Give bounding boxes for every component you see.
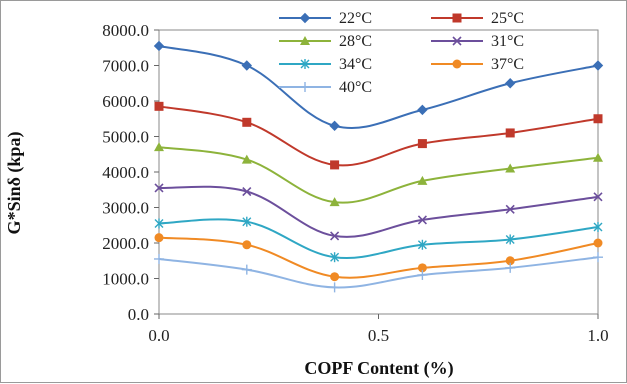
x-tick-label: 0.0	[148, 326, 169, 345]
data-point-22c	[153, 40, 165, 52]
y-tick-label: 6000.0	[102, 92, 149, 111]
data-point-40c	[593, 252, 603, 263]
data-point-25c	[505, 128, 515, 138]
series-line-37c	[158, 236, 599, 279]
y-tick-label: 1000.0	[102, 270, 149, 289]
legend-label: 31°C	[491, 33, 524, 50]
data-point-25c	[242, 117, 252, 127]
legend-marker	[452, 13, 462, 23]
legend-label: 37°C	[491, 56, 524, 73]
legend-item-34c: 34°C	[279, 56, 372, 73]
series-line-22c	[158, 44, 599, 129]
data-point-25c	[593, 114, 603, 124]
y-tick-label: 4000.0	[102, 163, 149, 182]
legend-marker	[452, 59, 462, 69]
series-line-28c	[158, 146, 599, 204]
data-point-22c	[417, 104, 428, 116]
x-axis-title: COPF Content (%)	[304, 358, 453, 379]
legend-marker	[300, 36, 310, 45]
data-point-25c	[417, 139, 427, 149]
data-point-40c	[154, 253, 164, 264]
data-point-34c	[154, 218, 164, 229]
data-point-40c	[417, 269, 428, 280]
x-tick-label: 0.5	[368, 326, 389, 345]
y-tick-label: 5000.0	[102, 128, 149, 147]
data-point-28c	[154, 142, 164, 152]
data-point-22c	[592, 60, 604, 71]
data-point-28c	[417, 175, 428, 185]
legend-label: 25°C	[491, 10, 524, 27]
y-axis-title: G*Sinδ (kpa)	[4, 132, 25, 235]
legend-item-25c: 25°C	[431, 10, 524, 27]
series-line-40c	[158, 256, 599, 289]
data-point-28c	[241, 154, 252, 164]
data-point-22c	[241, 60, 253, 71]
legend-marker	[300, 82, 310, 92]
data-point-34c	[330, 252, 340, 263]
legend-marker	[299, 12, 311, 24]
data-point-37c	[593, 238, 603, 248]
series-line-34c	[158, 218, 599, 259]
y-tick-label: 0.0	[128, 305, 149, 324]
y-tick-label: 3000.0	[102, 199, 149, 218]
y-tick-label: 2000.0	[102, 234, 149, 253]
data-point-34c	[242, 216, 252, 227]
data-point-34c	[593, 222, 603, 233]
legend-item-40c: 40°C	[279, 79, 372, 96]
plot-area-border	[158, 29, 599, 315]
legend-marker	[452, 36, 462, 46]
legend-item-22c: 22°C	[279, 10, 372, 27]
legend-marker	[300, 59, 310, 69]
legend-item-28c: 28°C	[279, 33, 372, 50]
data-point-40c	[241, 264, 252, 275]
legend-label: 40°C	[339, 79, 372, 96]
data-point-31c	[242, 186, 252, 197]
data-point-37c	[505, 256, 515, 266]
legend-item-31c: 31°C	[431, 33, 524, 50]
data-point-28c	[329, 197, 340, 207]
x-tick-label: 1.0	[587, 326, 608, 345]
series-line-25c	[158, 105, 599, 167]
data-point-34c	[417, 239, 427, 250]
legend-label: 28°C	[339, 33, 372, 50]
data-point-34c	[505, 234, 515, 245]
data-point-31c	[330, 231, 340, 241]
data-point-31c	[593, 192, 603, 202]
data-point-22c	[329, 120, 340, 132]
legend-label: 34°C	[339, 56, 372, 73]
data-point-25c	[154, 101, 164, 111]
y-tick-label: 7000.0	[102, 57, 149, 76]
data-point-37c	[330, 272, 340, 282]
data-point-25c	[330, 160, 340, 170]
data-point-31c	[154, 183, 164, 193]
data-point-31c	[417, 215, 427, 225]
data-point-28c	[505, 163, 516, 173]
data-point-37c	[417, 263, 427, 273]
data-point-40c	[329, 282, 340, 293]
data-point-37c	[154, 233, 164, 243]
y-tick-label: 8000.0	[102, 21, 149, 40]
legend-item-37c: 37°C	[431, 56, 524, 73]
data-point-37c	[242, 240, 252, 250]
legend-label: 22°C	[339, 10, 372, 27]
data-point-22c	[504, 78, 516, 89]
data-point-40c	[505, 262, 516, 273]
data-point-28c	[593, 152, 603, 162]
series-line-31c	[158, 185, 599, 238]
data-point-31c	[505, 204, 515, 214]
